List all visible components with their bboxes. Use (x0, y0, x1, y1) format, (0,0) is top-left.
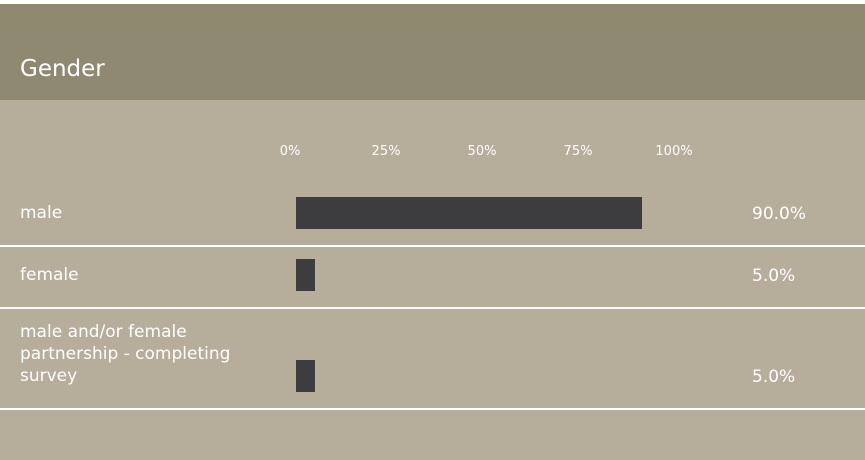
bar (296, 197, 642, 229)
bar-track (296, 360, 680, 392)
value-label: 5.0% (752, 266, 796, 286)
row: male 90.0% (0, 185, 865, 247)
rows: male 90.0% female 5.0% male and/or female pa… (0, 185, 865, 410)
top-gap (0, 0, 865, 4)
value-label: 90.0% (752, 204, 807, 224)
row-label: female (20, 265, 79, 285)
x-tick-label: 100% (655, 144, 693, 159)
header: Gender (0, 4, 865, 100)
value-label: 5.0% (752, 367, 796, 387)
bar-track (296, 197, 680, 229)
row-label: male (20, 203, 63, 223)
bar (296, 259, 316, 291)
bar (296, 360, 316, 392)
x-tick-label: 50% (467, 144, 497, 159)
axis: 0% 25% 50% 75% 100% (0, 100, 865, 185)
bar-track (296, 259, 680, 291)
chart-title: Gender (20, 56, 105, 82)
x-tick-label: 75% (563, 144, 593, 159)
x-tick-label: 25% (371, 144, 401, 159)
row-label: male and/or female partnership - complet… (20, 322, 231, 386)
row: female 5.0% (0, 247, 865, 309)
row: male and/or female partnership - complet… (0, 309, 865, 410)
x-tick-label: 0% (279, 144, 301, 159)
